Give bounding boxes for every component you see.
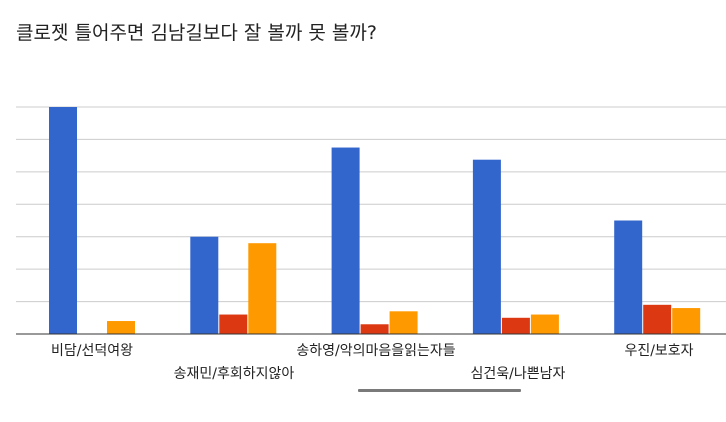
bar-4-series-2 xyxy=(501,317,530,334)
bar-5-series-3 xyxy=(672,308,701,334)
bar-1-series-3 xyxy=(107,321,135,334)
horizontal-scroll-indicator[interactable] xyxy=(358,389,521,392)
bar-2-series-2 xyxy=(219,314,248,334)
x-tick-label-2: 송재민/후회하지않아 xyxy=(174,366,295,382)
bar-5-series-2 xyxy=(643,304,672,334)
bar-3-series-3 xyxy=(389,311,418,334)
x-tick-label-3: 송하영/악의마음을읽는자들 xyxy=(296,343,455,359)
x-tick-label-5: 우진/보호자 xyxy=(624,343,693,359)
chart-title: 클로젯 틀어주면 김남길보다 잘 볼까 못 볼까? xyxy=(16,22,377,44)
x-tick-label-4: 심건욱/나쁜남자 xyxy=(471,366,566,382)
x-tick-label-1: 비담/선덕여왕 xyxy=(51,343,133,359)
bars xyxy=(49,107,701,334)
bar-2-series-3 xyxy=(248,243,277,334)
bar-4-series-3 xyxy=(530,314,559,334)
gridlines xyxy=(16,106,726,303)
bar-1-series-1 xyxy=(49,107,77,334)
bar-3-series-2 xyxy=(360,324,389,334)
bar-4-series-1 xyxy=(472,159,501,334)
bar-2-series-1 xyxy=(190,236,219,334)
bar-3-series-1 xyxy=(331,147,360,334)
bar-5-series-1 xyxy=(614,220,643,334)
